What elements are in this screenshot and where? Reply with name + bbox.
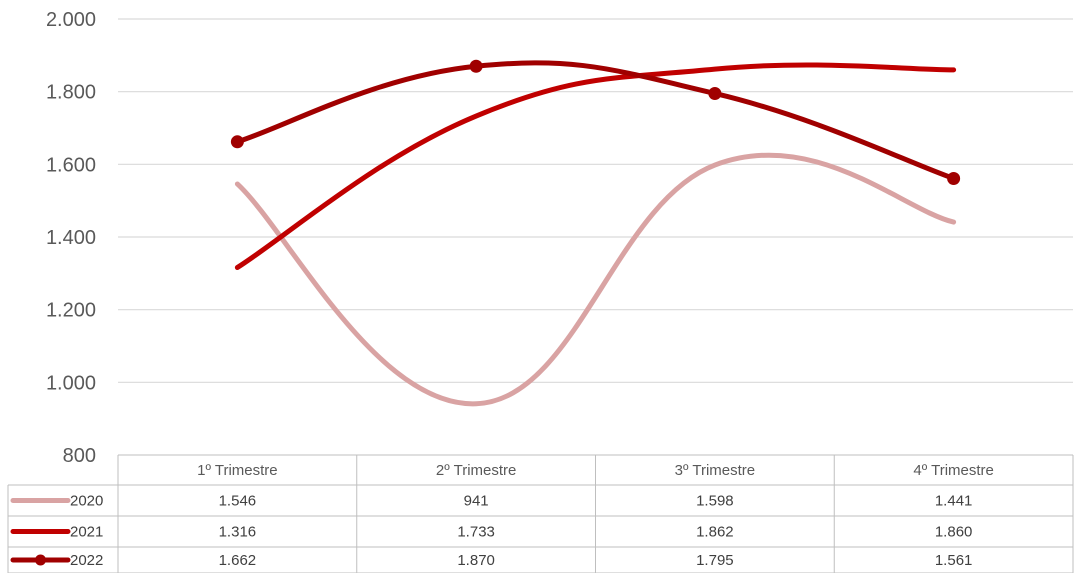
y-tick-label: 1.200 [46,300,96,322]
table-cell-2022-3: 1.795 [696,552,734,569]
y-tick-label: 1.400 [46,227,96,249]
y-tick-label: 1.000 [46,372,96,394]
table-cell-2020-2: 941 [464,493,489,510]
y-tick-label: 1.800 [46,82,96,104]
y-axis: 800 1.000 1.200 1.400 1.600 1.800 2.000 [46,9,96,467]
table-cell-2021-3: 1.862 [696,524,734,541]
table-cell-2021-1: 1.316 [219,524,257,541]
series-line-2021 [234,62,957,271]
data-point-2022-1 [230,135,244,149]
legend-label: 2021 [70,524,103,541]
category-label: 2º Trimestre [436,462,517,479]
table-cell-2021-2: 1.733 [457,524,495,541]
table-cell-2022-1: 1.662 [219,552,257,569]
category-label: 3º Trimestre [675,462,756,479]
data-point-2022-2 [469,59,483,73]
category-label: 4º Trimestre [913,462,994,479]
legend-label: 2020 [70,493,103,510]
category-label: 1º Trimestre [197,462,278,479]
data-point-2022-4 [947,172,961,186]
table-cell-2021-4: 1.860 [935,524,973,541]
y-tick-label: 2.000 [46,9,96,31]
table-cell-2020-3: 1.598 [696,493,734,510]
table-cell-2022-4: 1.561 [935,552,973,569]
legend-marker-2022 [35,554,46,566]
series-line-2020 [234,152,957,407]
y-tick-label: 1.600 [46,154,96,176]
data-point-2022-3 [708,86,722,100]
table-cell-2020-1: 1.546 [219,493,257,510]
legend-label: 2022 [70,552,103,569]
table-cell-2020-4: 1.441 [935,493,973,510]
series-line-2022 [234,60,957,182]
series-lines [230,59,961,407]
gridlines [118,18,1073,383]
table-cell-2022-2: 1.870 [457,552,495,569]
data-table: 1º Trimestre 2º Trimestre 3º Trimestre 4º T… [7,454,1074,573]
y-tick-label: 800 [63,445,96,467]
